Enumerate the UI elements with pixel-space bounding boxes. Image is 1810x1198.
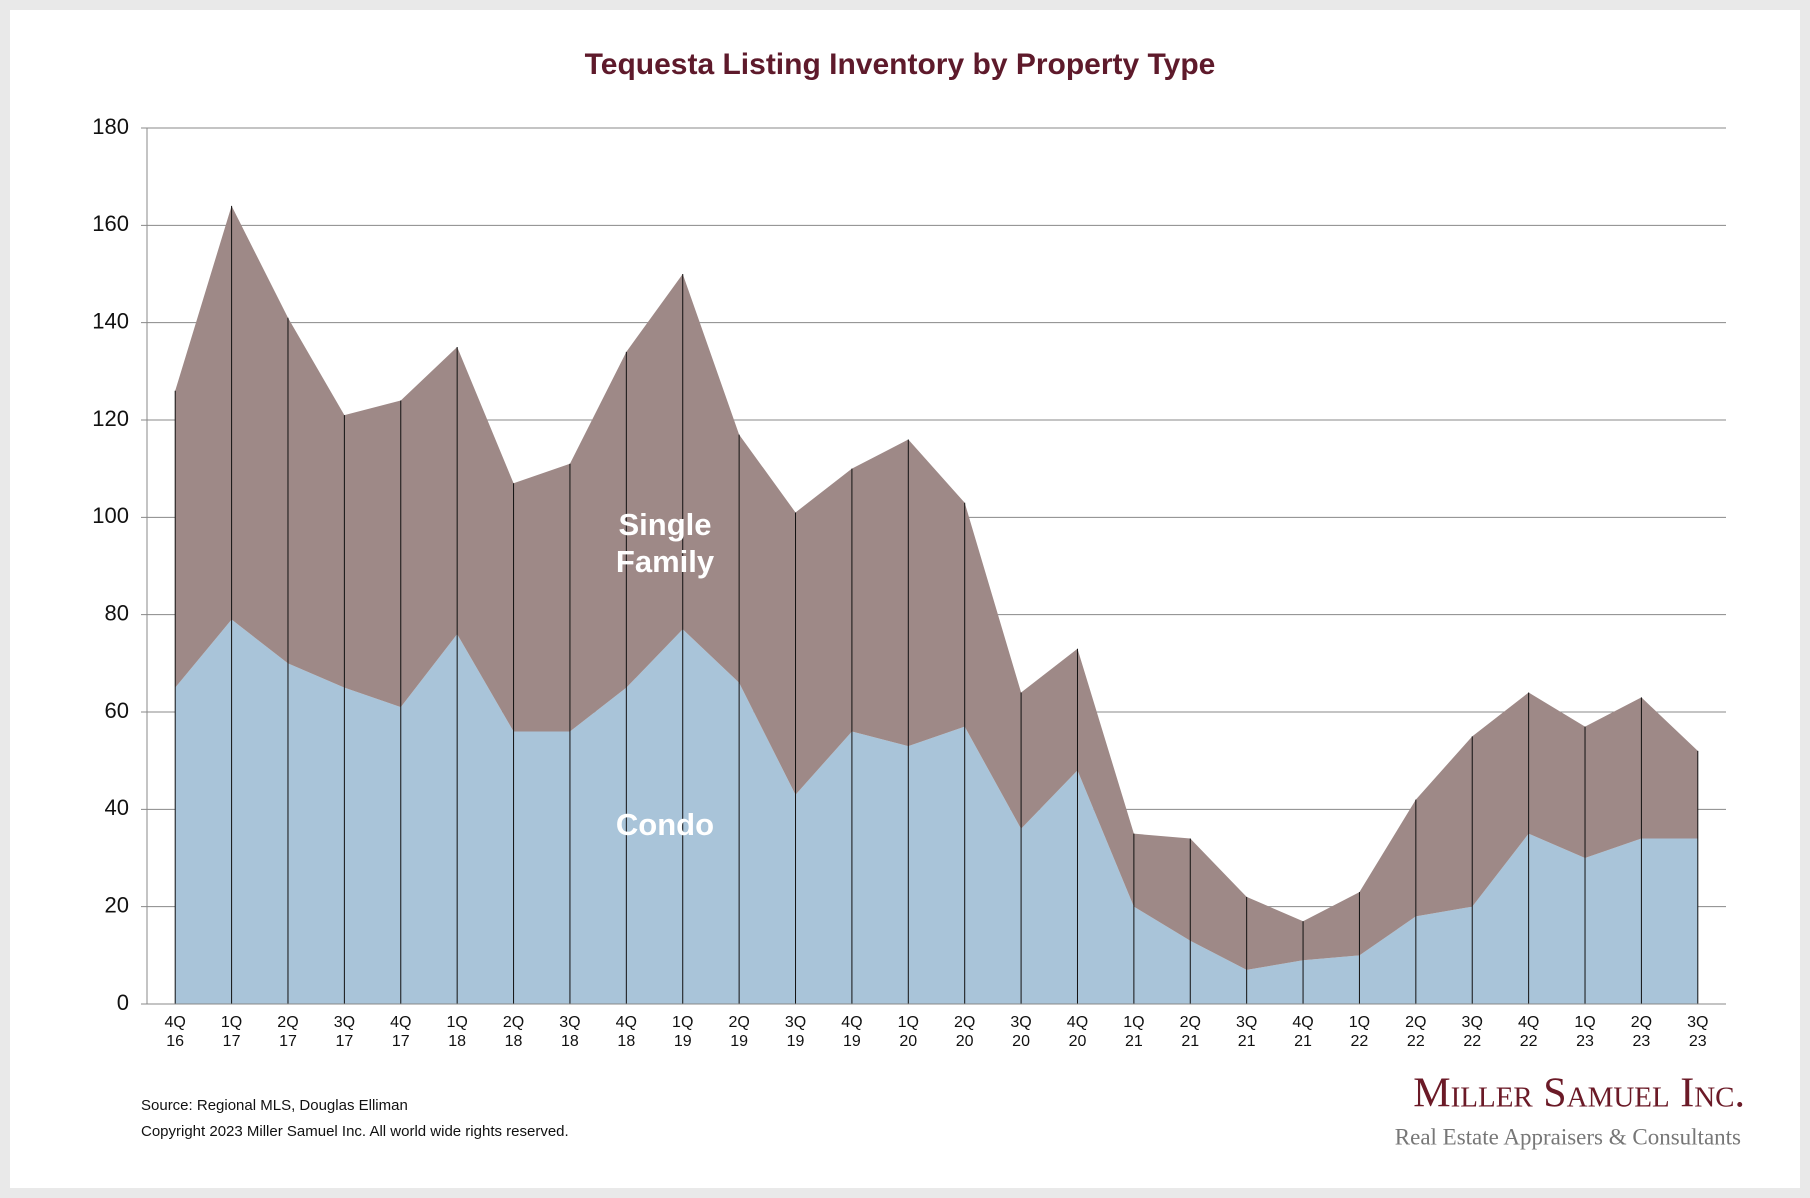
area	[175, 619, 1698, 1004]
area	[175, 205, 1698, 970]
y-tick-label: 80	[105, 600, 129, 625]
x-tick-label: 2Q 22	[1405, 1014, 1427, 1050]
logo-tagline: Real Estate Appraisers & Consultants	[1395, 1124, 1741, 1149]
x-tick-label: 3Q 23	[1687, 1014, 1709, 1050]
y-tick-label: 100	[92, 503, 129, 528]
x-tick-label: 4Q 18	[615, 1014, 637, 1050]
x-tick-label: 4Q 19	[841, 1014, 863, 1050]
x-tick-label: 2Q 19	[728, 1014, 750, 1050]
x-tick-label: 4Q 21	[1292, 1014, 1314, 1050]
x-tick-label: 4Q 16	[164, 1014, 186, 1050]
logo-name: Miller Samuel Inc.	[1413, 1071, 1745, 1117]
x-tick-label: 3Q 17	[333, 1014, 356, 1050]
y-tick-label: 140	[92, 308, 129, 333]
x-tick-label: 3Q 21	[1235, 1014, 1258, 1050]
x-tick-label: 2Q 20	[954, 1014, 976, 1050]
x-tick-label: 1Q 23	[1574, 1014, 1596, 1050]
x-tick-label: 1Q 22	[1348, 1014, 1371, 1050]
y-tick-label: 160	[92, 211, 129, 236]
x-tick-label: 4Q 20	[1066, 1014, 1089, 1050]
x-tick-label: 1Q 17	[220, 1014, 243, 1050]
x-tick-label: 1Q 20	[897, 1014, 919, 1050]
x-tick-label: 1Q 19	[672, 1014, 694, 1050]
y-tick-label: 20	[105, 892, 129, 917]
x-tick-label: 1Q 21	[1123, 1014, 1145, 1050]
x-tick-label: 2Q 17	[277, 1014, 299, 1050]
y-tick-label: 40	[105, 795, 129, 820]
y-tick-label: 60	[105, 698, 129, 723]
copyright: Copyright 2023 Miller Samuel Inc. All wo…	[141, 1123, 569, 1140]
series-label: Condo	[615, 807, 715, 842]
y-tick-label: 120	[92, 406, 129, 431]
y-tick-label: 180	[92, 114, 129, 139]
x-tick-label: 4Q 17	[390, 1014, 412, 1050]
x-tick-label: 2Q 23	[1630, 1014, 1653, 1050]
x-tick-label: 1Q 18	[446, 1014, 468, 1050]
x-tick-label: 4Q 22	[1517, 1014, 1540, 1050]
y-tick-label: 0	[117, 990, 129, 1015]
chart-title: Tequesta Listing Inventory by Property T…	[585, 48, 1216, 81]
x-tick-label: 3Q 19	[784, 1014, 807, 1050]
x-tick-label: 2Q 18	[502, 1014, 525, 1050]
x-tick-label: 3Q 22	[1461, 1014, 1483, 1050]
series-label: Single Family	[615, 507, 715, 579]
x-tick-label: 2Q 21	[1179, 1014, 1201, 1050]
x-tick-label: 3Q 20	[1010, 1014, 1032, 1050]
source: Source: Regional MLS, Douglas Elliman	[141, 1097, 408, 1114]
x-tick-label: 3Q 18	[559, 1014, 581, 1050]
